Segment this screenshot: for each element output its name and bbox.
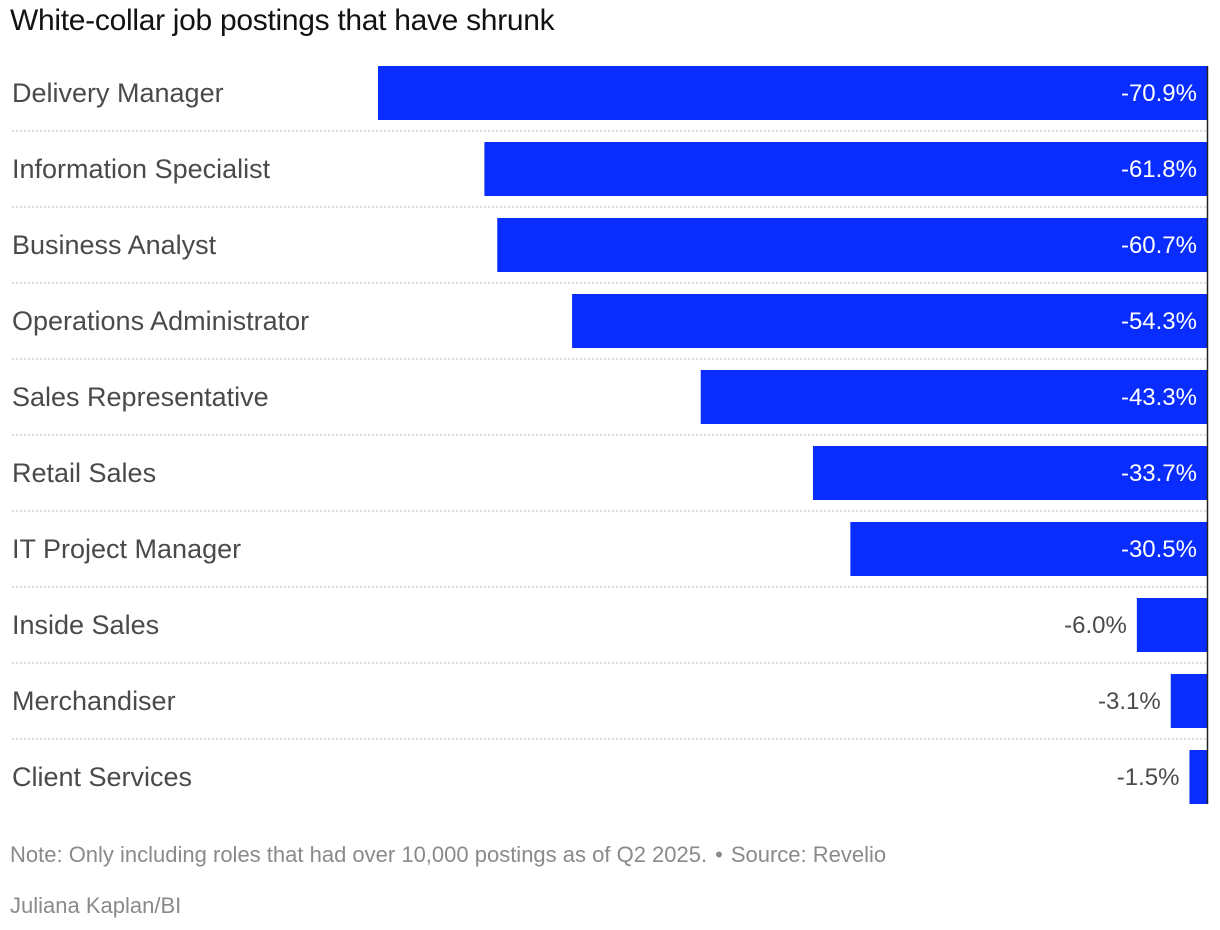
category-label: Client Services [12, 762, 192, 792]
category-label: Retail Sales [12, 458, 156, 488]
bar [1189, 750, 1207, 804]
category-label: Business Analyst [12, 230, 217, 260]
value-label: -60.7% [1121, 232, 1197, 259]
category-label: IT Project Manager [12, 534, 241, 564]
bar [1170, 674, 1207, 728]
bar [484, 142, 1207, 196]
bar [700, 370, 1207, 424]
bar [378, 66, 1207, 120]
chart-title: White-collar job postings that have shru… [10, 4, 555, 37]
value-label: -54.3% [1121, 308, 1197, 335]
value-label: -30.5% [1121, 536, 1197, 563]
value-label: -6.0% [1064, 612, 1127, 639]
value-label: -61.8% [1121, 156, 1197, 183]
category-label: Information Specialist [12, 154, 271, 184]
category-label: Operations Administrator [12, 306, 309, 336]
category-label: Inside Sales [12, 610, 159, 640]
bar [812, 446, 1207, 500]
bar-chart: Delivery Manager -70.9% Information Specia… [12, 66, 1209, 804]
value-label: -3.1% [1098, 688, 1161, 715]
category-label: Delivery Manager [12, 78, 224, 108]
bar [850, 522, 1207, 576]
category-label: Sales Representative [12, 382, 269, 412]
value-label: -70.9% [1121, 80, 1197, 107]
chart-footnote: Note: Only including roles that had over… [10, 842, 886, 868]
value-label: -33.7% [1121, 460, 1197, 487]
source-text: Source: Revelio [730, 842, 887, 867]
note-text: Note: Only including roles that had over… [10, 842, 708, 867]
footnote-separator: • [715, 842, 723, 867]
bar [497, 218, 1207, 272]
value-label: -43.3% [1121, 384, 1197, 411]
value-label: -1.5% [1117, 764, 1180, 791]
bar [572, 294, 1207, 348]
category-label: Merchandiser [12, 686, 176, 716]
bar [1136, 598, 1207, 652]
credit-text: Juliana Kaplan/BI [10, 893, 182, 918]
